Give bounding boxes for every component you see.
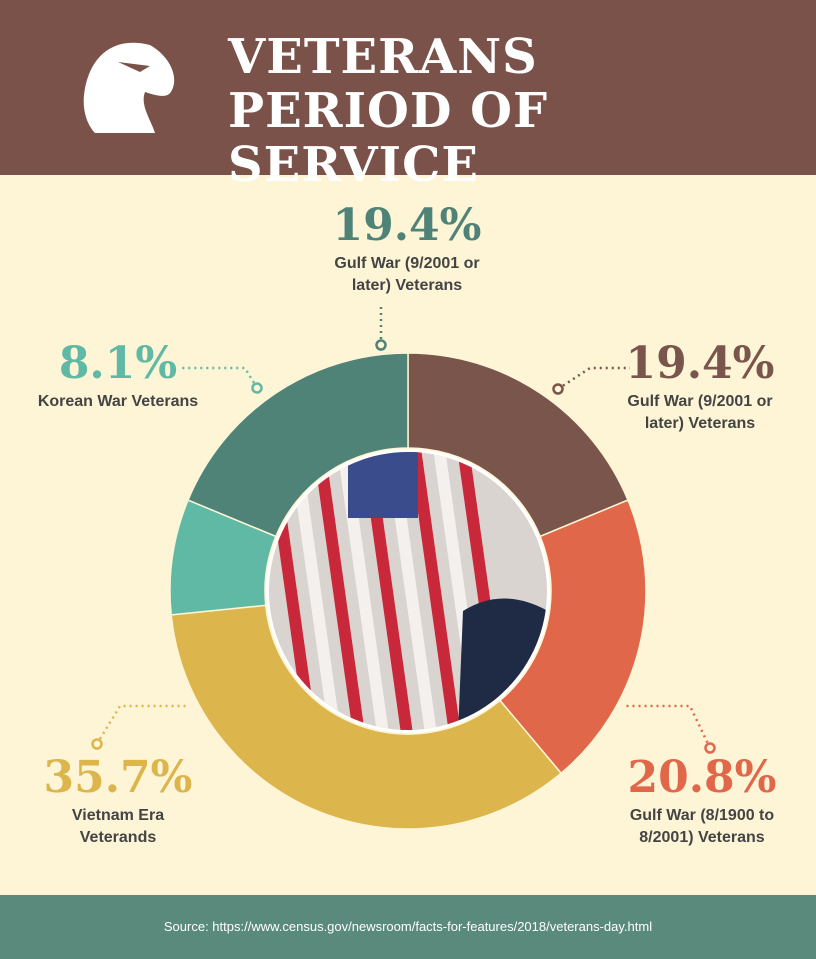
leader-line	[182, 366, 259, 389]
leader-dot	[552, 383, 564, 395]
category-label: Gulf War (9/2001 or later) Veterans	[627, 393, 773, 432]
category-label: Gulf War (9/2001 or later) Veterans	[334, 255, 480, 294]
leader-line	[95, 704, 188, 745]
leader-dot	[375, 339, 387, 351]
value-label: 35.7%	[43, 752, 193, 803]
leader-dot	[251, 382, 263, 394]
source: Source: https://www.census.gov/newsroom/…	[0, 895, 816, 959]
header: VETERANS PERIOD OF SERVICE	[0, 0, 816, 192]
value-label: 19.4%	[332, 200, 482, 251]
leader-dot	[704, 742, 716, 754]
category-label: Korean War Veterans	[37, 393, 199, 410]
leader-dot	[91, 738, 103, 750]
eagle-icon	[83, 42, 175, 133]
value-label: 19.4%	[625, 338, 775, 389]
leader-line	[557, 366, 630, 391]
donut-slice	[498, 499, 647, 775]
donut-slice	[187, 352, 409, 538]
category-label: Vietnam Era Veterands	[71, 807, 165, 846]
value-label: 8.1%	[58, 338, 178, 389]
chart-title: VETERANS PERIOD OF SERVICE	[228, 29, 549, 193]
category-label: Gulf War (8/1900 to 8/2001) Veterans	[629, 807, 775, 846]
leader-line	[625, 704, 712, 749]
donut-slice	[407, 352, 629, 538]
donut-slice	[170, 604, 563, 830]
value-label: 20.8%	[627, 752, 777, 803]
